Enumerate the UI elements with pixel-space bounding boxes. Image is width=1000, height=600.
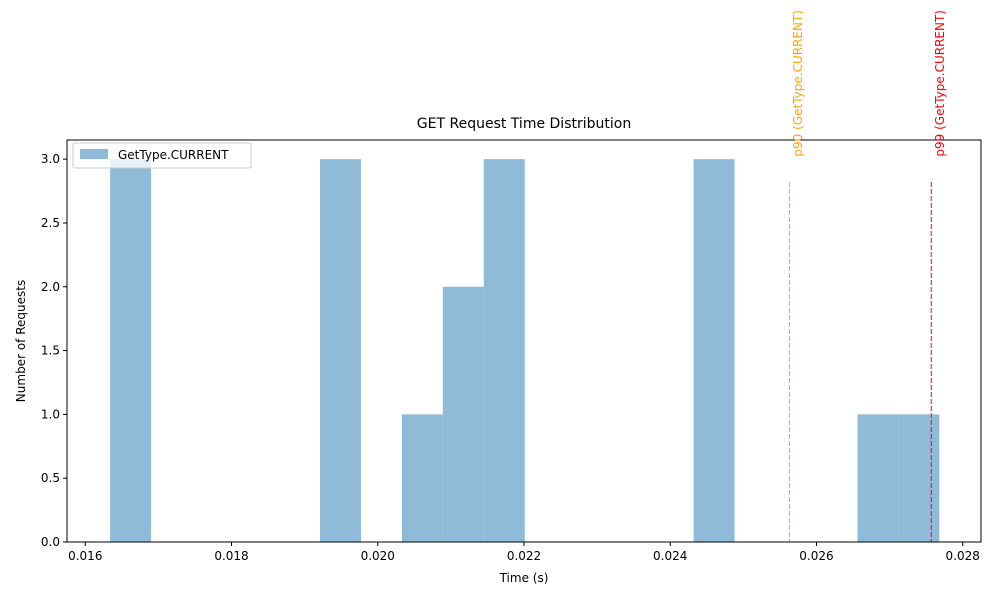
x-tick-label: 0.024 — [653, 549, 687, 563]
y-tick-label: 0.0 — [41, 535, 60, 549]
x-tick-label: 0.020 — [361, 549, 395, 563]
x-axis-label: Time (s) — [499, 571, 549, 585]
x-axis-ticks: 0.016 0.018 0.020 0.022 0.024 0.026 0.028 — [68, 542, 980, 563]
legend-frame — [72, 142, 252, 169]
x-tick-label: 0.016 — [68, 549, 102, 563]
histogram-bar — [401, 414, 443, 542]
histogram-bar — [898, 414, 940, 542]
y-tick-label: 1.0 — [41, 407, 60, 421]
x-tick-label: 0.026 — [799, 549, 833, 563]
percentile-lines — [788, 182, 932, 542]
x-tick-label: 0.028 — [946, 549, 980, 563]
percentile-label: p99 (GetType.CURRENT) — [933, 10, 947, 157]
y-tick-label: 2.5 — [41, 216, 60, 230]
chart-title: GET Request Time Distribution — [417, 116, 631, 132]
percentile-labels: p90 (GetType.CURRENT) p99 (GetType.CURREN… — [791, 10, 947, 157]
y-axis-label: Number of Requests — [14, 280, 28, 402]
histogram-bar — [857, 414, 899, 542]
histogram-bar — [693, 159, 735, 542]
histogram-bar — [483, 159, 525, 542]
legend-label: GetType.CURRENT — [118, 148, 229, 162]
legend: GetType.CURRENT — [72, 142, 252, 169]
y-axis-ticks: 0.0 0.5 1.0 1.5 2.0 2.5 3.0 — [41, 152, 67, 549]
histogram-bar — [110, 159, 152, 542]
y-tick-label: 1.5 — [41, 344, 60, 358]
histogram-bar — [442, 286, 484, 542]
histogram-bar — [319, 159, 361, 542]
legend-swatch — [80, 149, 108, 159]
histogram-bars — [110, 159, 940, 542]
x-tick-label: 0.018 — [214, 549, 248, 563]
y-tick-label: 3.0 — [41, 152, 60, 166]
percentile-label: p90 (GetType.CURRENT) — [791, 10, 805, 157]
y-tick-label: 2.0 — [41, 280, 60, 294]
y-tick-label: 0.5 — [41, 471, 60, 485]
x-tick-label: 0.022 — [507, 549, 541, 563]
